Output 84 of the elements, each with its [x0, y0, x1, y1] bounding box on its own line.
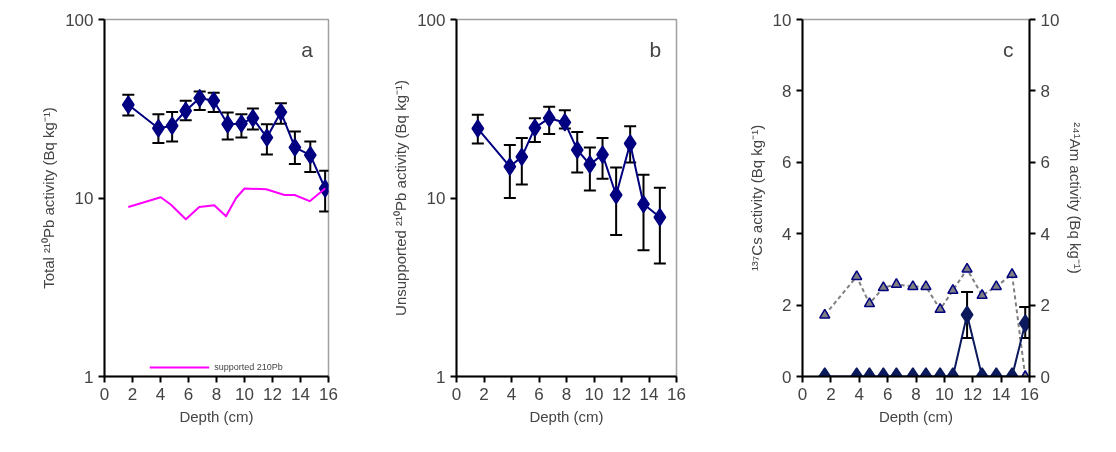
y2-axis-title: ²⁴¹Am activity (Bq kg⁻¹)	[1067, 122, 1085, 274]
point	[947, 283, 959, 295]
x-tick-label: 14	[639, 384, 659, 404]
y2-tick-label: 10	[1040, 10, 1060, 30]
y2-tick-label: 2	[1040, 296, 1050, 316]
point	[151, 118, 165, 138]
annotation: b	[649, 38, 662, 62]
point	[961, 262, 973, 273]
annotation: a	[301, 38, 314, 62]
x-tick-label: 4	[155, 384, 166, 404]
x-tick-label: 0	[99, 384, 110, 404]
y-tick-label: 10	[74, 189, 94, 208]
y2-tick-label: 4	[1040, 224, 1050, 244]
y-tick-label: 8	[782, 81, 792, 101]
point	[890, 277, 903, 289]
y-tick-label: 6	[782, 153, 792, 173]
y-tick-label: 0	[782, 367, 792, 387]
x-tick-label: 2	[479, 384, 489, 404]
point	[503, 157, 517, 176]
x-tick-label: 2	[826, 384, 836, 404]
x-tick-label: 6	[882, 384, 893, 404]
annotation: c	[1003, 38, 1014, 62]
point	[288, 138, 302, 157]
x-tick-label: 10	[934, 384, 954, 404]
y-tick-label: 4	[782, 224, 792, 244]
x-tick-label: 8	[561, 384, 572, 404]
y-tick-label: 2	[782, 296, 792, 316]
x-tick-label: 8	[911, 384, 921, 404]
x-tick-label: 0	[797, 384, 808, 404]
x-tick-label: 14	[291, 384, 310, 404]
point	[542, 108, 556, 128]
point	[877, 281, 890, 292]
y-tick-label: 100	[417, 10, 446, 30]
y2-tick-label: 8	[1040, 81, 1050, 101]
x-tick-label: 16	[319, 384, 338, 404]
point	[819, 308, 831, 319]
x-tick-label: 12	[963, 384, 983, 404]
point	[570, 140, 584, 160]
y-axis-title: Total ²¹⁰Pb activity (Bq kg⁻¹)	[40, 107, 58, 289]
point	[471, 119, 485, 138]
x-tick-label: 4	[506, 384, 517, 404]
y-axis-title: ¹³⁷Cs activity (Bq kg⁻¹)	[747, 124, 765, 272]
point	[1006, 267, 1018, 279]
y-tick-label: 10	[772, 10, 792, 30]
x-tick-label: 6	[534, 384, 544, 404]
x-tick-label: 10	[584, 384, 604, 404]
point	[528, 118, 542, 138]
point	[653, 208, 667, 227]
x-axis-title: Depth (cm)	[529, 407, 604, 425]
point	[920, 280, 932, 291]
x-tick-label: 4	[854, 384, 864, 404]
x-tick-label: 10	[235, 384, 254, 404]
x-axis-title: Depth (cm)	[179, 407, 254, 425]
point	[934, 302, 946, 314]
point	[260, 128, 274, 147]
point	[515, 147, 529, 167]
point	[907, 280, 919, 291]
x-tick-label: 0	[451, 384, 462, 404]
x-tick-label: 2	[127, 384, 138, 404]
point	[303, 145, 317, 165]
y2-tick-label: 0	[1040, 367, 1050, 387]
y-tick-label: 1	[436, 367, 446, 387]
point	[623, 134, 637, 153]
point	[583, 155, 597, 174]
y-tick-label: 100	[65, 10, 94, 30]
x-tick-label: 12	[612, 384, 631, 404]
y-tick-label: 1	[84, 367, 94, 387]
point	[609, 185, 623, 205]
point	[990, 280, 1003, 291]
x-tick-label: 6	[183, 384, 194, 404]
x-tick-label: 12	[263, 384, 282, 404]
x-tick-label: 14	[991, 384, 1011, 404]
point	[976, 288, 988, 300]
x-tick-label: 16	[1020, 384, 1039, 404]
point	[165, 116, 179, 135]
point	[863, 297, 876, 308]
y-axis-title: Unsupported ²¹⁰Pb activity (Bq kg⁻¹)	[392, 80, 410, 316]
x-tick-label: 16	[667, 384, 686, 404]
text: supported 210Pb	[214, 362, 283, 372]
point	[850, 270, 863, 281]
x-tick-label: 8	[211, 384, 222, 404]
y-tick-label: 10	[426, 189, 446, 208]
x-axis-title: Depth (cm)	[878, 407, 954, 425]
y2-tick-label: 6	[1040, 153, 1050, 173]
